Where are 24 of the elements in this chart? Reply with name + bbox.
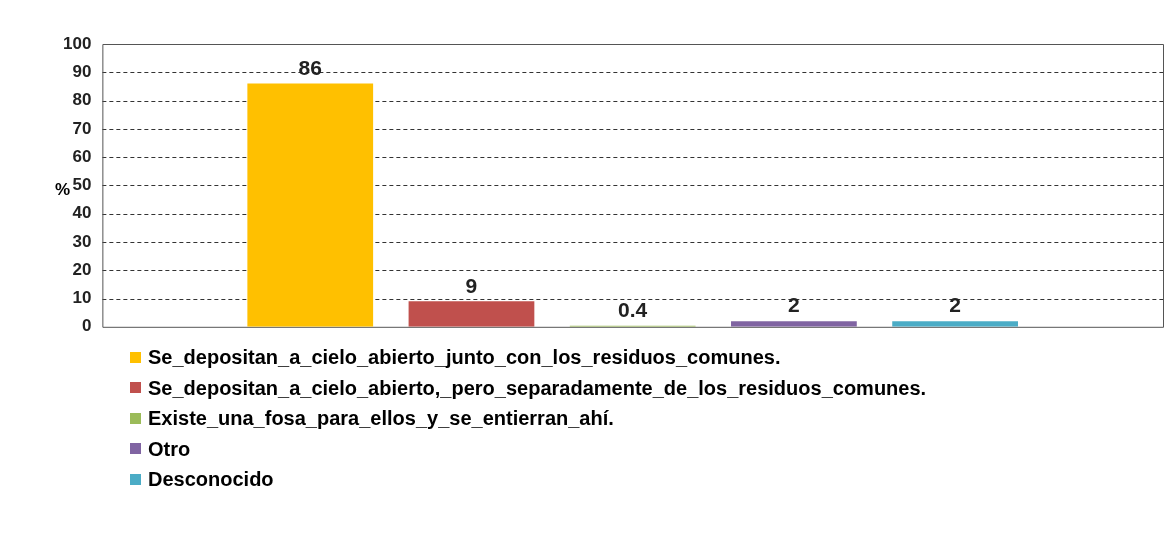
- data-label: 2: [949, 293, 961, 317]
- y-axis-title: %: [55, 180, 71, 200]
- y-tick-label: 20: [72, 259, 92, 279]
- data-label: 9: [465, 273, 478, 297]
- y-tick-label: 10: [72, 288, 92, 308]
- bar: [247, 83, 374, 327]
- data-label: 86: [298, 55, 322, 79]
- legend-label: Desconocido: [148, 467, 274, 492]
- legend-label: Existe_una_fosa_para_ellos_y_se_entierran_ahí.: [148, 406, 614, 431]
- y-tick-label: 0: [81, 316, 92, 336]
- y-tick-label: 70: [72, 118, 92, 138]
- y-tick-label: 30: [72, 231, 92, 251]
- data-label: 0.4: [618, 297, 648, 321]
- data-label: 2: [788, 293, 800, 317]
- legend-label: Otro: [148, 436, 191, 462]
- y-tick-label: 50: [72, 175, 92, 195]
- y-tick-label: 90: [72, 61, 92, 81]
- legend-label: Se_depositan_a_cielo_abierto,_pero_separadamente_de_los_residuos_comunes.: [148, 375, 927, 401]
- y-tick-label: 80: [72, 90, 92, 110]
- legend-label: Se_depositan_a_cielo_abierto_junto_con_los_residuos_comunes.: [148, 345, 781, 370]
- y-tick-label: 60: [72, 146, 92, 166]
- bar: [408, 301, 535, 327]
- y-tick-label: 100: [62, 33, 92, 53]
- y-tick-label: 40: [72, 203, 92, 223]
